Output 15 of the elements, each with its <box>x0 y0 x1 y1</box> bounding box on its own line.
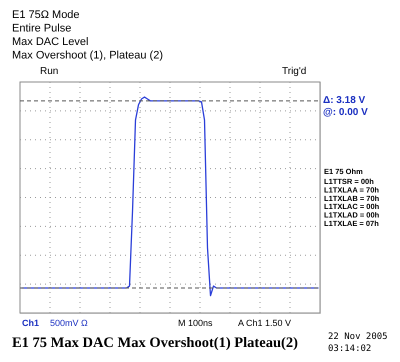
text: Trig'd <box>282 66 306 77</box>
chart-title: E1 75Ω Mode <box>12 9 80 21</box>
text: Ch1 <box>22 318 40 328</box>
text: Max DAC Level <box>12 36 88 48</box>
text: E1 75 Max DAC Max Overshoot(1) Plateau(2) <box>12 335 298 351</box>
text: Run <box>40 66 58 77</box>
text: A Ch1 1.50 V <box>238 318 292 328</box>
text: @: 0.00 V <box>323 107 368 118</box>
text: 500mV Ω <box>50 318 88 328</box>
text: Δ: 3.18 V <box>323 95 366 106</box>
text: Max Overshoot (1), Plateau (2) <box>12 50 164 62</box>
text: 03:14:02 <box>328 344 372 354</box>
text: Entire Pulse <box>12 22 72 34</box>
text: M 100ns <box>178 318 214 328</box>
text: 22 Nov 2005 <box>328 332 388 342</box>
